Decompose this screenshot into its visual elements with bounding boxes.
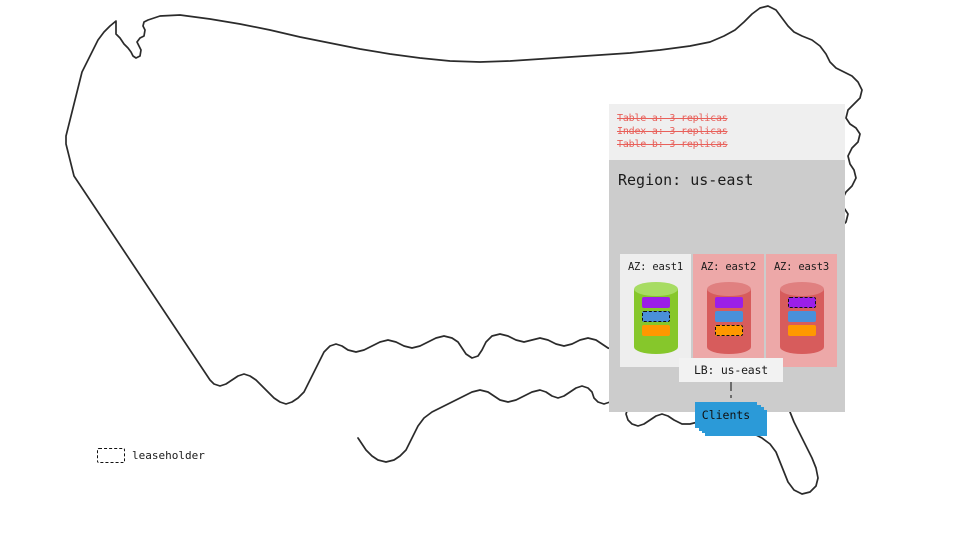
range-table-b-east1 [642,325,670,336]
clients-stack[interactable]: Clients [695,402,767,436]
us-map-detail-florida [737,411,819,495]
region-title: Region: us-east [618,171,754,189]
cylinder-bottom [780,340,824,354]
range-table-a-east2 [715,297,743,308]
load-balancer-label: LB: us-east [694,363,768,377]
cylinder-cap [780,282,824,296]
connector-segment [730,382,732,391]
replica-line-index-a: Index a: 3 replicas [617,126,728,137]
az-box-east1[interactable]: AZ: east1 [620,254,691,367]
availability-zone-row: AZ: east1 AZ: east2 [620,254,846,367]
region-container: Region: us-east AZ: east1 [609,160,846,436]
range-index-a-east1 [642,311,670,322]
replica-line-table-b: Table b: 3 replicas [617,139,728,150]
az-title-east2: AZ: east2 [700,261,757,273]
az-box-east2[interactable]: AZ: east2 [693,254,764,367]
database-cylinder-east2 [707,282,751,354]
az-title-east1: AZ: east1 [627,261,684,273]
az-title-east3: AZ: east3 [773,261,830,273]
legend: leaseholder [97,448,205,463]
us-map-detail-gulf [357,385,739,463]
dashed-rect-icon [97,448,125,463]
az-box-east3[interactable]: AZ: east3 [766,254,837,367]
range-index-a-east2 [715,311,743,322]
range-table-a-east1 [642,297,670,308]
connector-segment [730,395,732,398]
replica-line-table-a: Table a: 3 replicas [617,113,728,124]
legend-label: leaseholder [132,449,205,462]
cylinder-cap [707,282,751,296]
cylinder-bottom [707,340,751,354]
range-table-b-east2 [715,325,743,336]
load-balancer-box[interactable]: LB: us-east [679,358,783,382]
cylinder-bottom [634,340,678,354]
range-table-b-east3 [788,325,816,336]
database-cylinder-east1 [634,282,678,354]
clients-label: Clients [701,408,751,422]
client-card-front[interactable]: Clients [695,402,757,428]
database-cylinder-east3 [780,282,824,354]
architecture-panel: Table a: 3 replicas Index a: 3 replicas … [609,104,846,436]
range-index-a-east3 [788,311,816,322]
range-table-a-east3 [788,297,816,308]
cylinder-cap [634,282,678,296]
panel-header: Table a: 3 replicas Index a: 3 replicas … [609,104,845,160]
lb-clients-connector [730,382,732,402]
